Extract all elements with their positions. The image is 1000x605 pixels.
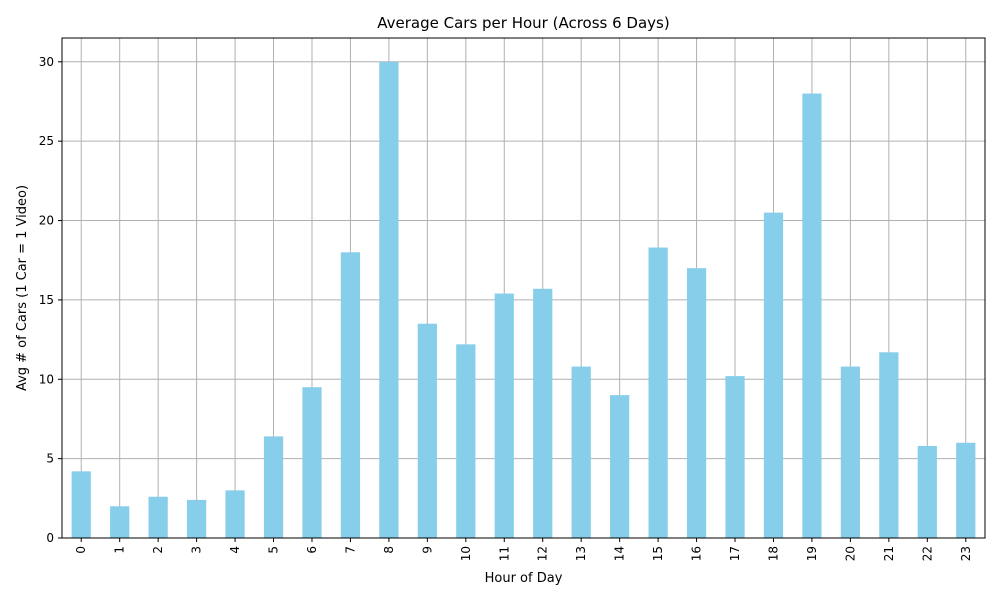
x-tick-label: 4: [228, 546, 242, 554]
y-tick-label: 20: [39, 214, 54, 228]
bar: [379, 61, 399, 539]
bar: [610, 395, 630, 538]
x-tick-label: 20: [843, 546, 857, 561]
y-tick-label: 30: [39, 55, 54, 69]
bar: [148, 496, 168, 538]
bar: [725, 376, 745, 538]
bar: [533, 288, 553, 538]
bar: [879, 352, 899, 538]
bar: [417, 323, 437, 538]
x-tick-label: 17: [728, 546, 742, 561]
bar: [686, 268, 707, 538]
x-tick-label: 13: [574, 546, 588, 561]
x-tick-label: 14: [613, 546, 627, 561]
chart-title: Average Cars per Hour (Across 6 Days): [377, 14, 669, 32]
bar: [917, 445, 937, 538]
y-tick-label: 25: [39, 134, 54, 148]
x-tick-label: 15: [651, 546, 665, 561]
bar: [763, 212, 784, 538]
bar: [186, 499, 207, 538]
x-tick-label: 21: [882, 546, 896, 561]
x-tick-label: 3: [190, 546, 204, 554]
x-axis-label: Hour of Day: [485, 571, 563, 586]
bars: [71, 61, 976, 539]
bar: [263, 436, 284, 538]
y-tick-label: 0: [46, 531, 54, 545]
x-tick-label: 9: [420, 546, 434, 554]
x-tick-label: 19: [805, 546, 819, 561]
x-tick-label: 18: [766, 546, 780, 561]
bar: [110, 506, 130, 538]
bar: [571, 366, 591, 538]
bar: [340, 252, 361, 539]
x-tick-label: 22: [920, 546, 934, 561]
bar: [456, 344, 476, 538]
x-tick-label: 12: [536, 546, 550, 561]
bar: [302, 387, 322, 538]
x-tick-label: 0: [74, 546, 88, 554]
y-axis-label: Avg # of Cars (1 Car = 1 Video): [15, 185, 30, 391]
x-tick-label: 2: [151, 546, 165, 554]
x-tick-label: 6: [305, 546, 319, 554]
y-tick-label: 5: [46, 452, 54, 466]
x-tick-label: 10: [459, 546, 473, 561]
plot-frame: [61, 37, 986, 539]
bar: [225, 490, 245, 538]
bar: [494, 293, 514, 538]
x-tick-label: 5: [267, 546, 281, 554]
bar: [71, 471, 91, 538]
x-tick-label: 23: [959, 546, 973, 561]
y-tick-label: 10: [39, 372, 54, 386]
bar: [956, 442, 976, 538]
bar: [648, 247, 668, 538]
x-tick-label: 16: [690, 546, 704, 561]
x-tick-label: 11: [497, 546, 511, 561]
bar: [802, 93, 822, 539]
y-tick-label: 15: [39, 293, 54, 307]
bar: [840, 366, 861, 538]
x-tick-label: 7: [343, 546, 357, 554]
x-tick-label: 8: [382, 546, 396, 554]
x-tick-label: 1: [113, 546, 127, 554]
